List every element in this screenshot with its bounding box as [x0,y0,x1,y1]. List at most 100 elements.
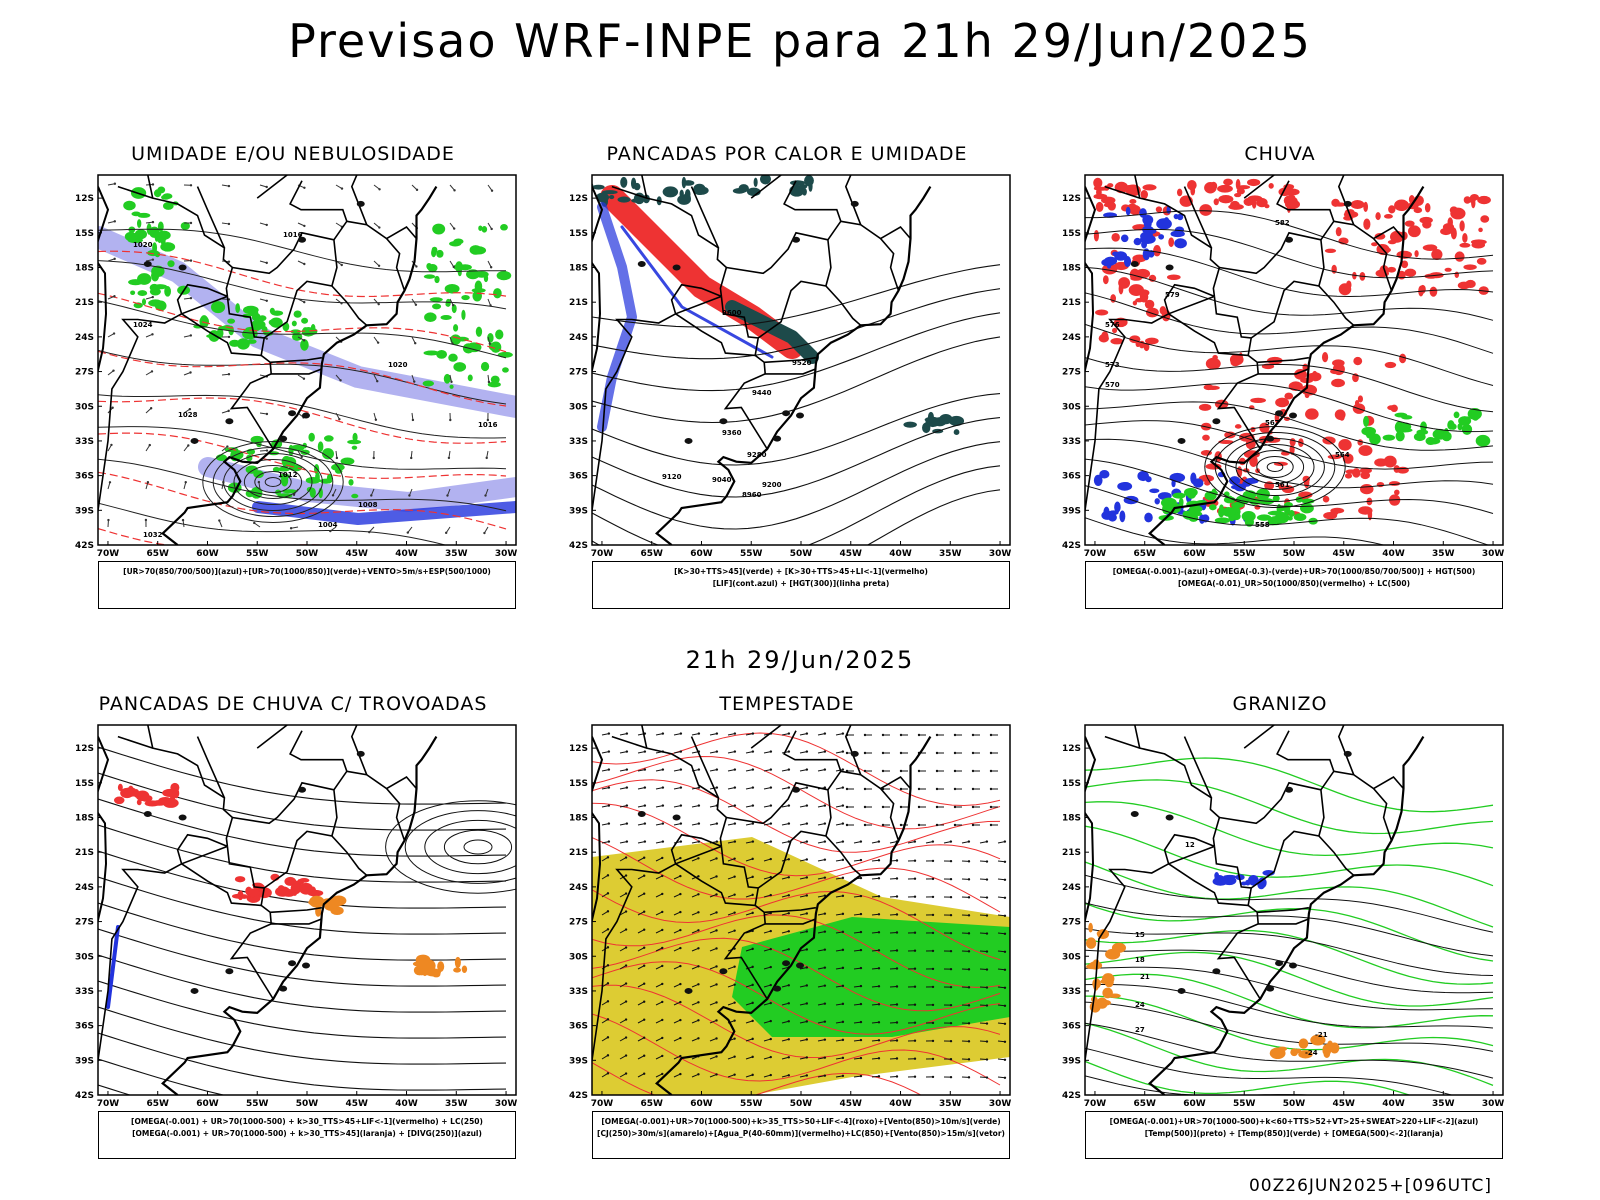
green-humidity-blob [245,465,258,474]
wind-vector [985,986,989,989]
wind-vector [863,805,867,809]
border-line [690,186,720,249]
wind-vector [679,822,683,825]
legend-line: [Temp(500)](preto) + [Temp(850)](verde) … [1144,1129,1444,1138]
temperature-850-contour [1085,779,1494,835]
green-humidity-blob [153,284,168,290]
border-line [844,725,862,775]
temperature-500-contour [1085,1001,1494,1052]
lon-tick-label: 35W [445,549,468,559]
lon-tick-label: 40W [395,549,418,559]
wind-vector [187,444,190,447]
green-humidity-blob [317,441,324,452]
rain-area [1200,449,1213,456]
wind-vector [733,1001,736,1004]
border-line [764,906,817,914]
contour-label: 21 [1140,973,1150,981]
legend-box: [OMEGA(-0.001)+UR>70(1000-500)+k>35_TTS>… [592,1111,1010,1159]
rain-area [1457,281,1471,290]
wind-vector [607,840,611,843]
lon-tick-label: 40W [1382,1099,1405,1109]
pressure-contour [264,477,282,487]
green-humidity-blob [423,350,440,356]
rain-area [1234,424,1242,429]
wind-vector [805,912,809,915]
wind-vector [935,733,939,737]
lat-tick-label: 27S [75,368,94,378]
wind-vector [257,480,261,484]
wind-vector [805,840,809,843]
omega-orange-area [1329,1042,1340,1054]
omega-strong-area [1425,437,1436,446]
lake [637,811,646,818]
rain-area [1332,359,1345,367]
wind-vector [841,894,845,898]
wind-vector [679,910,682,914]
wind-vector [787,984,790,987]
rain-area [1264,204,1270,209]
green-humidity-blob [151,265,165,277]
lon-tick-label: 45W [1333,1099,1356,1109]
wind-vector [823,912,827,915]
wind-vector [715,1073,718,1076]
rain-area [1203,384,1214,391]
border-line [226,846,274,1000]
border-line [98,845,228,1065]
wind-vector [265,412,269,416]
wind-vector [377,302,380,306]
border-line [1243,175,1275,199]
contour-label: 9360 [722,429,742,437]
wind-vector [265,337,268,340]
precipitable-water-contour [592,1013,1001,1086]
temperature-850-contour [1085,973,1494,1029]
lon-tick-label: 30W [495,549,518,559]
omega-strong-area [1443,427,1449,439]
wind-vector [967,1076,971,1079]
wind-vector [805,1038,809,1041]
wind-vector [913,877,917,880]
border-line [263,830,368,889]
temperature-850-contour [1085,757,1494,813]
thickness-line [98,432,507,479]
wind-vector [292,493,296,496]
border-line [1243,725,1275,749]
omega-area [1137,470,1149,482]
height-contour [1085,247,1494,298]
green-humidity-blob [324,435,334,442]
green-humidity-blob [124,231,137,242]
main-title: Previsao WRF-INPE para 21h 29/Jun/2025 [288,14,1312,68]
lon-tick-label: 50W [1283,549,1306,559]
precipitable-water-contour [592,984,1001,1059]
wind-vector [1003,914,1007,917]
lake [225,968,234,975]
green-humidity-blob [429,297,443,302]
green-humidity-blob [134,229,148,240]
wind-vector [189,221,193,225]
wind-vector [935,787,939,791]
wind-vector [949,931,953,935]
wind-vector [949,985,953,989]
omega-orange-area [1102,987,1113,999]
wind-vector [769,947,772,951]
omega-strong-area [1244,517,1255,527]
contour-label: 9520 [792,359,812,367]
border-line [757,280,862,339]
lon-tick-label: 45W [346,549,369,559]
map-granizo: 12 15 18 21 24 27 -21 -24 12S 15S 18S 21S 24S 27S 30S 3… [1062,724,1504,1109]
wind-vector [949,840,953,843]
border-line [147,725,154,749]
rain-area [1286,194,1296,201]
wind-vector [989,805,993,809]
green-humidity-blob [444,284,460,294]
border-line [592,845,722,1065]
rain-area [1284,188,1300,196]
wind-vector [697,893,700,896]
wind-vector [841,1056,845,1060]
wind-vector [189,296,193,300]
border-line [289,730,348,791]
wind-vector [1003,1076,1007,1079]
border-line [675,863,756,907]
wind-vector [226,445,229,448]
lon-tick-label: 60W [1183,549,1206,559]
wind-vector [895,1057,899,1060]
